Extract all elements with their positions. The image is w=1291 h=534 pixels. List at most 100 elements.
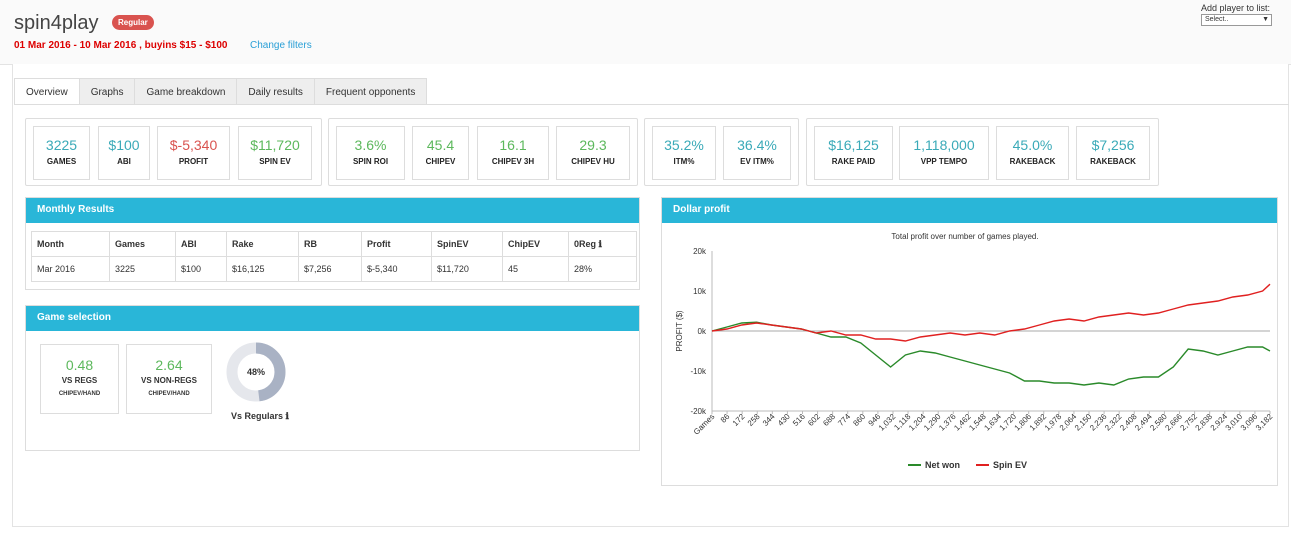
stat-label: EV ITM% (740, 157, 774, 166)
stat-label: CHIPEV HU (571, 157, 615, 166)
stat-value: 1,118,000 (913, 137, 975, 153)
filter-summary: 01 Mar 2016 - 10 Mar 2016 , buyins $15 -… (14, 40, 228, 51)
tab-daily-results[interactable]: Daily results (236, 78, 315, 105)
donut-value: 48% (247, 367, 265, 377)
stat-rake-paid: $16,125 RAKE PAID (814, 126, 893, 180)
tab-divider (14, 104, 1289, 105)
vs-regulars-donut: 48% (226, 342, 286, 402)
x-tick-label: 3,182 (1254, 412, 1275, 433)
legend-spin-ev[interactable]: Spin EV (976, 460, 1027, 470)
table-cell: 45 (502, 256, 569, 282)
vs-regs-box: 0.48 VS REGS CHIPEV/HAND (40, 344, 119, 414)
legend-swatch (976, 464, 989, 466)
table-row: Mar 2016 3225 $100 $16,125 $7,256 $-5,34… (31, 256, 637, 282)
stat-chipev: 45.4 CHIPEV (412, 126, 469, 180)
stat-ev-itm: 36.4% EV ITM% (723, 126, 791, 180)
column-header: RB (298, 231, 362, 257)
legend-swatch (908, 464, 921, 466)
stat-profit: $-5,340 PROFIT (157, 126, 230, 180)
stat-value: 35.2% (664, 137, 704, 153)
tab-game-breakdown[interactable]: Game breakdown (134, 78, 238, 105)
column-header: Rake (226, 231, 299, 257)
table-header-row: Month Games ABI Rake RB Profit SpinEV Ch… (31, 231, 637, 257)
panel-title: Dollar profit (662, 198, 1277, 223)
stat-value: 36.4% (737, 137, 777, 153)
stat-label: ITM% (673, 157, 695, 166)
panel-title: Monthly Results (26, 198, 639, 223)
player-select-value: Select.. (1205, 16, 1229, 23)
vs-non-regs-value: 2.64 (155, 357, 183, 373)
table-cell: Mar 2016 (31, 256, 110, 282)
column-header: Month (31, 231, 110, 257)
x-tick-label: 430 (776, 412, 792, 428)
x-tick-label: 688 (821, 412, 837, 428)
stat-group-itm: 35.2% ITM% 36.4% EV ITM% (644, 118, 799, 186)
column-header: SpinEV (431, 231, 503, 257)
chart-title: Total profit over number of games played… (891, 232, 1039, 241)
stat-label: ABI (117, 157, 131, 166)
stat-label: PROFIT (178, 157, 209, 166)
stat-group-results: 3225 GAMES $100 ABI $-5,340 PROFIT $11,720 S… (25, 118, 322, 186)
stat-value: 45.4 (426, 137, 455, 153)
table-cell: 28% (568, 256, 637, 282)
stat-value: 29.3 (579, 137, 607, 153)
y-tick-label: -20k (690, 407, 707, 416)
stat-group-chipev: 3.6% SPIN ROI 45.4 CHIPEV 16.1 CHIPEV 3H 29… (328, 118, 638, 186)
stat-rakeback-percent: 45.0% RAKEBACK (996, 126, 1069, 180)
table-cell: $100 (175, 256, 227, 282)
panel-title: Game selection (26, 306, 639, 331)
tab-graphs[interactable]: Graphs (78, 78, 136, 105)
column-header: ABI (175, 231, 227, 257)
stat-label: SPIN EV (259, 157, 291, 166)
x-tick-label: 860 (851, 412, 867, 428)
stat-label: RAKEBACK (1009, 157, 1056, 166)
status-badge: Regular (112, 15, 154, 30)
x-tick-label: 602 (806, 412, 822, 428)
tab-frequent-opponents[interactable]: Frequent opponents (313, 78, 428, 105)
stat-label: CHIPEV (425, 157, 456, 166)
x-tick-label: 774 (836, 412, 852, 428)
x-tick-label: 258 (746, 412, 762, 428)
add-player-label: Add player to list: (1201, 3, 1271, 13)
column-header: Profit (361, 231, 432, 257)
vs-regs-sublabel: CHIPEV/HAND (58, 391, 101, 397)
column-header: Games (109, 231, 176, 257)
x-tick-label: 344 (761, 412, 777, 428)
player-name: spin4play (14, 12, 99, 34)
table-cell: $11,720 (431, 256, 503, 282)
dollar-profit-panel: Dollar profit (661, 197, 1278, 486)
stat-value: 3225 (45, 137, 78, 153)
legend-label: Spin EV (993, 460, 1028, 470)
tab-bar: Overview Graphs Game breakdown Daily res… (14, 78, 428, 105)
y-tick-label: 0k (698, 327, 707, 336)
stat-value: $16,125 (828, 137, 879, 153)
tab-overview[interactable]: Overview (14, 78, 80, 105)
monthly-results-panel: Monthly Results Month Games ABI Rake RB … (25, 197, 640, 290)
x-tick-label: 172 (731, 412, 747, 428)
stat-label: SPIN ROI (352, 157, 389, 166)
change-filters-link[interactable]: Change filters (250, 40, 312, 51)
vs-regs-value: 0.48 (65, 357, 94, 373)
stat-label: RAKE PAID (831, 157, 876, 166)
column-header: ChipEV (502, 231, 569, 257)
x-tick-label: 516 (791, 412, 807, 428)
stat-vpp-tempo: 1,118,000 VPP TEMPO (899, 126, 989, 180)
player-select[interactable]: Select.. ▼ (1201, 14, 1272, 26)
table-cell: 3225 (109, 256, 176, 282)
stat-chipev-hu: 29.3 CHIPEV HU (556, 126, 630, 180)
chevron-down-icon: ▼ (1262, 16, 1269, 23)
top-bar: spin4play Regular 01 Mar 2016 - 10 Mar 2… (0, 0, 1291, 65)
stat-label: GAMES (46, 157, 77, 166)
y-tick-label: -10k (690, 367, 707, 376)
vs-regs-label: VS REGS (61, 376, 98, 385)
stat-chipev-3h: 16.1 CHIPEV 3H (477, 126, 549, 180)
vs-non-regs-sublabel: CHIPEV/HAND (148, 391, 190, 397)
stat-abi: $100 ABI (98, 126, 150, 180)
table-cell: $-5,340 (361, 256, 432, 282)
stat-itm: 35.2% ITM% (652, 126, 716, 180)
stat-label: RAKEBACK (1090, 157, 1136, 166)
stat-value: $11,720 (250, 137, 300, 153)
legend-net-won[interactable]: Net won (908, 460, 960, 470)
stat-value: $7,256 (1091, 137, 1135, 153)
